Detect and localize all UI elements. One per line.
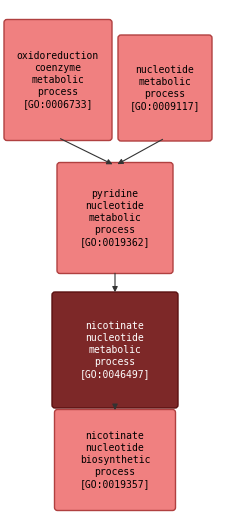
Text: pyridine
nucleotide
metabolic
process
[GO:0019362]: pyridine nucleotide metabolic process [G… bbox=[79, 189, 150, 247]
Text: nicotinate
nucleotide
biosynthetic
process
[GO:0019357]: nicotinate nucleotide biosynthetic proce… bbox=[79, 431, 150, 489]
Text: nicotinate
nucleotide
metabolic
process
[GO:0046497]: nicotinate nucleotide metabolic process … bbox=[79, 321, 150, 379]
FancyBboxPatch shape bbox=[54, 410, 175, 510]
Text: oxidoreduction
coenzyme
metabolic
process
[GO:0006733]: oxidoreduction coenzyme metabolic proces… bbox=[17, 51, 99, 109]
FancyBboxPatch shape bbox=[57, 162, 172, 273]
Text: nucleotide
metabolic
process
[GO:0009117]: nucleotide metabolic process [GO:0009117… bbox=[129, 65, 199, 111]
FancyBboxPatch shape bbox=[4, 19, 112, 140]
FancyBboxPatch shape bbox=[52, 292, 177, 408]
FancyBboxPatch shape bbox=[117, 35, 211, 141]
